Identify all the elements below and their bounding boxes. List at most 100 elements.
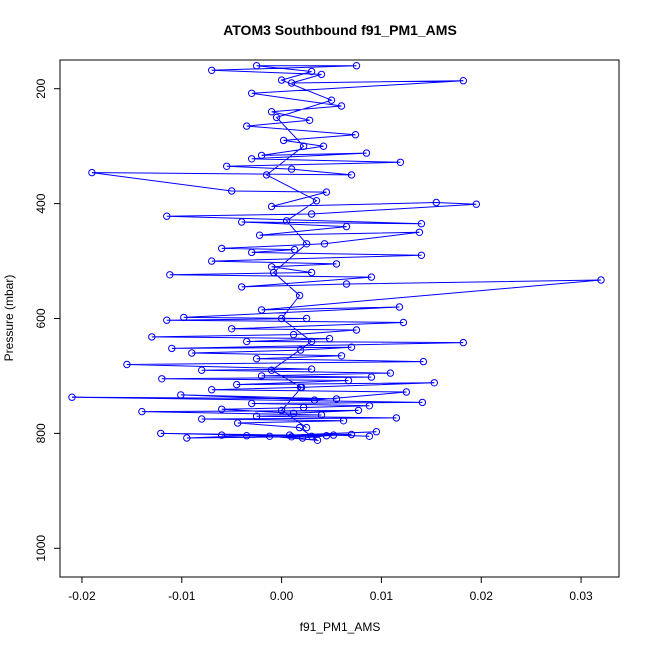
data-point [243,337,251,346]
data-point [352,326,361,334]
data-point [269,268,278,277]
data-point [157,429,165,438]
series-line [71,65,602,441]
data-point [289,409,298,417]
data-point [337,352,346,360]
data-point [166,271,174,279]
data-point [188,349,196,357]
data-point [339,417,348,425]
data-point [319,142,328,150]
data-point [163,316,171,324]
data-point [367,273,376,281]
data-point [267,108,276,116]
data-point [415,228,424,237]
data-point [218,405,226,413]
data-point [168,344,176,353]
data-point [312,197,321,205]
data-point [298,434,307,442]
data-point [267,202,276,211]
data-point [344,376,353,385]
data-point [248,399,256,408]
data-point [243,122,251,130]
data-point [248,155,256,163]
data-point [208,386,216,394]
data-point [307,210,316,218]
data-point [277,76,286,84]
data-point [347,430,356,439]
data-point [287,79,296,87]
data-point [372,428,381,436]
data-point [327,96,336,104]
data-point [310,396,319,404]
data-point [238,218,246,226]
x-axis-label: f91_PM1_AMS [300,620,381,634]
series-layer [68,61,605,444]
data-point [417,251,426,260]
data-point [299,403,308,412]
data-point [218,431,226,439]
data-point [289,330,298,339]
data-point [302,314,311,323]
data-point [272,113,281,122]
data-point [419,357,428,366]
data-point [123,360,131,369]
data-point [198,366,206,374]
data-point [354,406,363,415]
data-point [313,436,322,444]
data-point [399,318,408,327]
data-point [262,171,271,179]
data-point [307,365,316,373]
data-point [183,434,191,442]
data-point [279,136,288,145]
data-point [68,393,76,401]
data-point [332,395,341,403]
data-point [302,423,311,432]
data-point [362,149,371,157]
data-point [148,333,156,341]
data-point [365,432,374,440]
data-point [234,419,242,427]
data-point [218,244,226,253]
data-point [402,388,411,396]
data-point [418,398,427,407]
data-point [248,89,256,98]
x-tick-label: 0.03 [569,589,593,603]
data-point [282,217,291,225]
data-point [351,131,360,139]
data-point [325,334,334,343]
data-point [347,343,356,351]
data-point [459,77,467,85]
x-tick-label: -0.02 [68,589,96,603]
data-point [297,383,306,392]
data-point [317,411,326,419]
data-point [243,432,251,440]
data-point [265,432,274,440]
data-point [307,337,316,346]
data-point [208,66,216,75]
data-point [322,188,331,196]
data-point [395,303,404,311]
x-tick-label: 0.01 [370,589,394,603]
data-point [88,168,96,177]
data-point [430,379,438,387]
data-point [238,283,246,291]
y-tick-label: 1000 [34,535,48,562]
data-point [302,240,311,248]
data-point [255,231,264,239]
data-point [322,432,331,440]
y-tick-label: 400 [34,193,48,213]
data-point [180,313,188,322]
data-point [252,355,261,363]
x-tick-label: -0.01 [168,589,196,603]
data-point [267,366,276,374]
data-point [307,432,316,440]
data-point [177,391,185,399]
data-point [295,423,304,432]
y-tick-label: 600 [34,308,48,328]
y-axis-label: Pressure (mbar) [2,275,16,362]
data-point [299,142,308,150]
data-point [233,380,241,389]
data-point [287,165,296,173]
data-point [305,116,314,125]
